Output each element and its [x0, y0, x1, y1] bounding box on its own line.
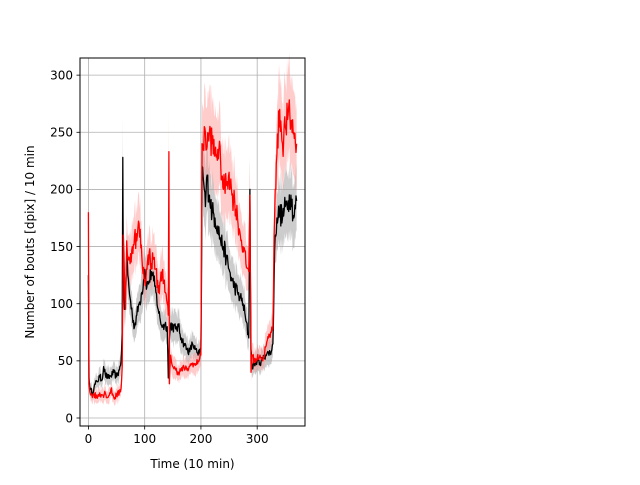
- y-axis-label: Number of bouts [dpix] / 10 min: [23, 145, 37, 338]
- y-tick-label: 250: [50, 126, 73, 140]
- x-axis-label: Time (10 min): [149, 457, 234, 471]
- x-tick-label: 0: [85, 432, 93, 446]
- y-tick-label: 100: [50, 297, 73, 311]
- axis-ticks: 0 100 200 300 0 50 100 150 200 250 300: [50, 68, 269, 446]
- y-tick-label: 0: [65, 411, 73, 425]
- x-tick-label: 200: [189, 432, 212, 446]
- y-tick-label: 300: [50, 68, 73, 82]
- plot-area-frame: [79, 57, 306, 427]
- x-tick-label: 100: [133, 432, 156, 446]
- y-tick-label: 50: [58, 354, 73, 368]
- series-lines: [87, 99, 298, 400]
- y-tick-label: 200: [50, 183, 73, 197]
- confidence-bands: [88, 53, 297, 407]
- series-1-line: [87, 99, 298, 400]
- x-tick-label: 300: [246, 432, 269, 446]
- y-tick-label: 150: [50, 240, 73, 254]
